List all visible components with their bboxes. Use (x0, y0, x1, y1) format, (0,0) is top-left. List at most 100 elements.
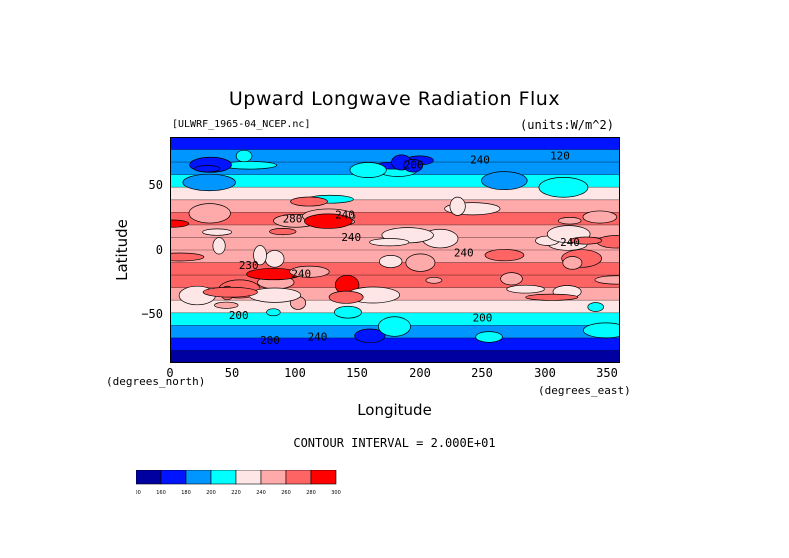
contour-patch (481, 171, 528, 191)
heatmap-band (170, 337, 620, 352)
heatmap-band (170, 212, 620, 226)
contour-patch (594, 275, 620, 285)
contour-interval-text: CONTOUR INTERVAL = 2.000E+01 (293, 436, 496, 450)
contour-patch (587, 302, 604, 312)
heatmap-band (170, 300, 620, 314)
contour-patch (202, 286, 258, 298)
contour-patch (562, 256, 583, 270)
contour-patch (582, 210, 618, 224)
x-tick-label: 300 (534, 366, 556, 380)
heatmap-band (170, 149, 620, 163)
contour-label: 120 (550, 150, 570, 163)
contour-patch (290, 196, 328, 207)
contour-label: 240 (335, 209, 355, 222)
y-tick-label: −50 (141, 307, 163, 321)
contour-label: 280 (283, 212, 303, 225)
colorbar-tick-label: 280 (306, 490, 316, 496)
contour-patch (269, 228, 297, 236)
contour-patch (170, 252, 205, 262)
heatmap-band (170, 199, 620, 213)
contour-patch (484, 249, 525, 262)
y-axis-label: Latitude (113, 219, 131, 281)
y-tick-label: 0 (155, 243, 163, 257)
plot-frame (170, 137, 620, 363)
colorbar-swatch (210, 470, 237, 485)
contour-label: 200 (229, 309, 249, 322)
contour-patch (202, 228, 233, 236)
contour-label: 200 (260, 334, 280, 347)
x-tick-label: 100 (284, 366, 306, 380)
heatmap-band (170, 137, 620, 151)
colorbar-tick-label: 100 (136, 490, 141, 496)
contour-patch (425, 276, 443, 284)
y-tick-label: 50 (148, 178, 163, 192)
contour-patch (289, 265, 330, 278)
contour-label: 240 (560, 236, 580, 249)
x-axis-label: Longitude (357, 401, 432, 419)
units-label: (units:W/m^2) (520, 118, 614, 132)
y-units-label: (degrees_north) (106, 375, 206, 388)
colorbar-tick-label: 200 (206, 490, 216, 496)
heatmap-plot-area: 200 240 280 240 240 240 240 230 240 200 200 120 200 2… (170, 137, 620, 363)
contour-patch (449, 196, 466, 216)
heatmap-band (170, 187, 620, 201)
colorbar-tick-label: 160 (156, 490, 166, 496)
colorbar-swatch (235, 470, 262, 485)
contour-patch (525, 293, 579, 301)
contour-label: 240 (341, 231, 361, 244)
contour-label: 240 (308, 330, 328, 343)
contour-label: 240 (470, 153, 490, 166)
contour-label: 240 (454, 246, 474, 259)
contour-patch (506, 284, 545, 294)
contour-patch (328, 290, 364, 304)
contour-patch (212, 237, 226, 255)
contour-patch (182, 173, 236, 192)
colorbar-swatch (310, 470, 337, 485)
contour-patch (334, 305, 362, 319)
contour-patch (405, 253, 436, 272)
contour-patch (378, 254, 403, 268)
x-tick-label: 250 (471, 366, 493, 380)
contour-patch (403, 159, 423, 173)
contour-patch (194, 165, 221, 173)
colorbar-tick-label: 300 (331, 490, 341, 496)
contour-patch (248, 287, 302, 303)
contour-label: 230 (239, 259, 259, 272)
contour-patch (475, 331, 503, 343)
x-tick-label: 200 (409, 366, 431, 380)
contour-patch (500, 272, 523, 286)
contour-patch (188, 203, 231, 224)
contour-patch (235, 149, 253, 163)
contour-patch (253, 245, 267, 266)
contour-patch (569, 236, 603, 245)
x-tick-label: 150 (346, 366, 368, 380)
heatmap-band (170, 350, 620, 363)
x-tick-label: 0 (166, 366, 174, 380)
contour-patch (582, 322, 620, 339)
contour-patch (349, 162, 387, 178)
contour-patch (304, 213, 353, 229)
colorbar: 100160180200220240260280300360 (136, 470, 341, 496)
contour-patch (354, 328, 386, 344)
chart-title: Upward Longwave Radiation Flux (228, 88, 561, 110)
contour-label: 200 (404, 158, 424, 171)
colorbar-swatch (160, 470, 187, 485)
x-tick-label: 350 (596, 366, 618, 380)
colorbar-swatch (136, 470, 162, 485)
x-tick-label: 50 (224, 366, 240, 380)
contour-label: 200 (473, 312, 493, 325)
contour-patch (264, 250, 285, 268)
colorbar-tick-label: 260 (281, 490, 291, 496)
colorbar-tick-label: 240 (256, 490, 266, 496)
contour-patch (170, 219, 190, 228)
colorbar-tick-label: 180 (181, 490, 191, 496)
source-file-label: [ULWRF_1965-04_NCEP.nc] (172, 119, 311, 130)
colorbar-tick-label: 220 (231, 490, 241, 496)
colorbar-swatch (185, 470, 212, 485)
contour-patch (538, 177, 589, 198)
contour-patch (378, 316, 411, 337)
x-units-label: (degrees_east) (538, 384, 631, 397)
contour-patch (214, 301, 239, 309)
contour-label: 240 (291, 268, 311, 281)
contour-patch (266, 308, 281, 317)
